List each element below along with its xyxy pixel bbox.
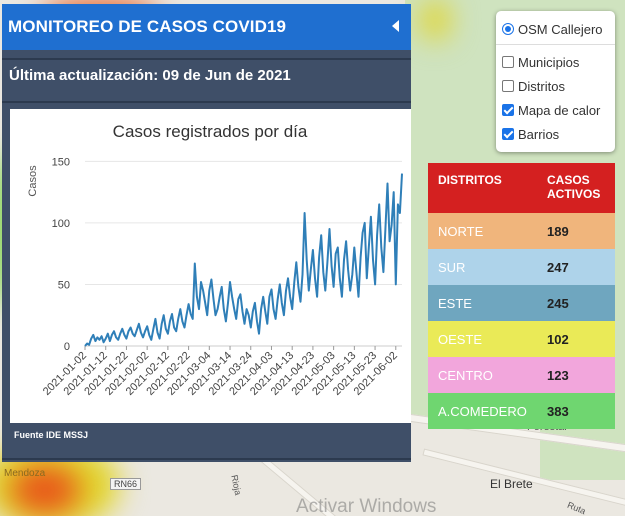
collapse-arrow-icon[interactable] xyxy=(392,20,399,32)
district-name: NORTE xyxy=(438,223,484,239)
table-body: NORTE 189 SUR 247 ESTE 245 OESTE 102 CENTRO 123 A.… xyxy=(428,213,615,429)
heatmap-blob xyxy=(10,465,80,515)
district-name: CENTRO xyxy=(438,367,493,383)
radio-button[interactable] xyxy=(502,23,514,35)
map-label-ruta: Ruta xyxy=(565,499,588,516)
checkbox[interactable] xyxy=(502,128,514,140)
panel-header: MONITOREO DE CASOS COVID19 xyxy=(2,4,411,50)
layer-control: OSM Callejero Municipios Distritos Mapa de… xyxy=(496,11,615,152)
table-row: SUR 247 xyxy=(428,249,615,285)
checkbox[interactable] xyxy=(502,80,514,92)
district-cases: 102 xyxy=(547,331,569,347)
layer-option-mapa-de-calor[interactable]: Mapa de calor xyxy=(502,98,609,122)
divider xyxy=(2,58,411,60)
divider xyxy=(2,458,411,460)
district-cases: 123 xyxy=(547,367,569,383)
map-label-rioja: Rioja xyxy=(229,473,244,497)
divider xyxy=(2,101,411,103)
layer-option-distritos[interactable]: Distritos xyxy=(502,74,609,98)
district-name: ESTE xyxy=(438,295,472,311)
route-badge: RN66 xyxy=(110,478,142,490)
chart-container: Casos registrados por día Casos 0 50 100 150 2… xyxy=(10,109,411,423)
district-name: OESTE xyxy=(438,331,483,347)
district-cases: 189 xyxy=(547,223,569,239)
info-panel: MONITOREO DE CASOS COVID19 Última actual… xyxy=(2,4,411,462)
source-text: Fuente IDE MSSJ xyxy=(14,430,89,440)
checkbox[interactable] xyxy=(502,104,514,116)
district-cases: 383 xyxy=(547,403,569,419)
series-line xyxy=(84,173,403,347)
last-update-text: Última actualización: 09 de Jun de 2021 xyxy=(9,67,291,84)
district-cases: 247 xyxy=(547,259,569,275)
district-name: SUR xyxy=(438,259,466,275)
table-row: ESTE 245 xyxy=(428,285,615,321)
table-row: CENTRO 123 xyxy=(428,357,615,393)
header-cases: CASOS ACTIVOS xyxy=(547,173,601,201)
table-row: NORTE 189 xyxy=(428,213,615,249)
activation-watermark: Activar Windows xyxy=(296,496,437,516)
map-label-el-brete: El Brete xyxy=(490,477,533,491)
y-tick-label: 100 xyxy=(52,218,70,230)
districts-table: DISTRITOS CASOS ACTIVOS NORTE 189 SUR 247 ES… xyxy=(428,163,615,429)
layer-label: Barrios xyxy=(518,126,560,142)
layer-option-barrios[interactable]: Barrios xyxy=(502,122,609,146)
header-districts: DISTRITOS xyxy=(438,173,502,187)
map-label-mendoza: Mendoza xyxy=(4,468,46,479)
overlay-list: Municipios Distritos Mapa de calor Barrios xyxy=(502,50,609,146)
table-row: A.COMEDERO 383 xyxy=(428,393,615,429)
y-axis-label: Casos xyxy=(27,165,39,197)
layer-option-municipios[interactable]: Municipios xyxy=(502,50,609,74)
layer-label: Municipios xyxy=(518,54,580,70)
district-name: A.COMEDERO xyxy=(438,403,527,419)
panel-title: MONITOREO DE CASOS COVID19 xyxy=(8,17,287,36)
layer-label: Mapa de calor xyxy=(518,102,601,118)
y-tick-label: 0 xyxy=(64,341,70,353)
divider xyxy=(496,44,615,45)
layer-option-osm[interactable]: OSM Callejero xyxy=(502,17,609,41)
chart-title: Casos registrados por día xyxy=(113,122,308,141)
district-cases: 245 xyxy=(547,295,569,311)
checkbox[interactable] xyxy=(502,56,514,68)
layer-label: OSM Callejero xyxy=(518,21,603,37)
table-header: DISTRITOS CASOS ACTIVOS xyxy=(428,163,615,213)
y-tick-label: 150 xyxy=(52,156,70,168)
layer-label: Distritos xyxy=(518,78,565,94)
heatmap-blob xyxy=(420,0,450,40)
table-row: OESTE 102 xyxy=(428,321,615,357)
y-tick-label: 50 xyxy=(58,279,70,291)
cases-line-chart: Casos registrados por díaCasos0501001502… xyxy=(27,122,403,398)
